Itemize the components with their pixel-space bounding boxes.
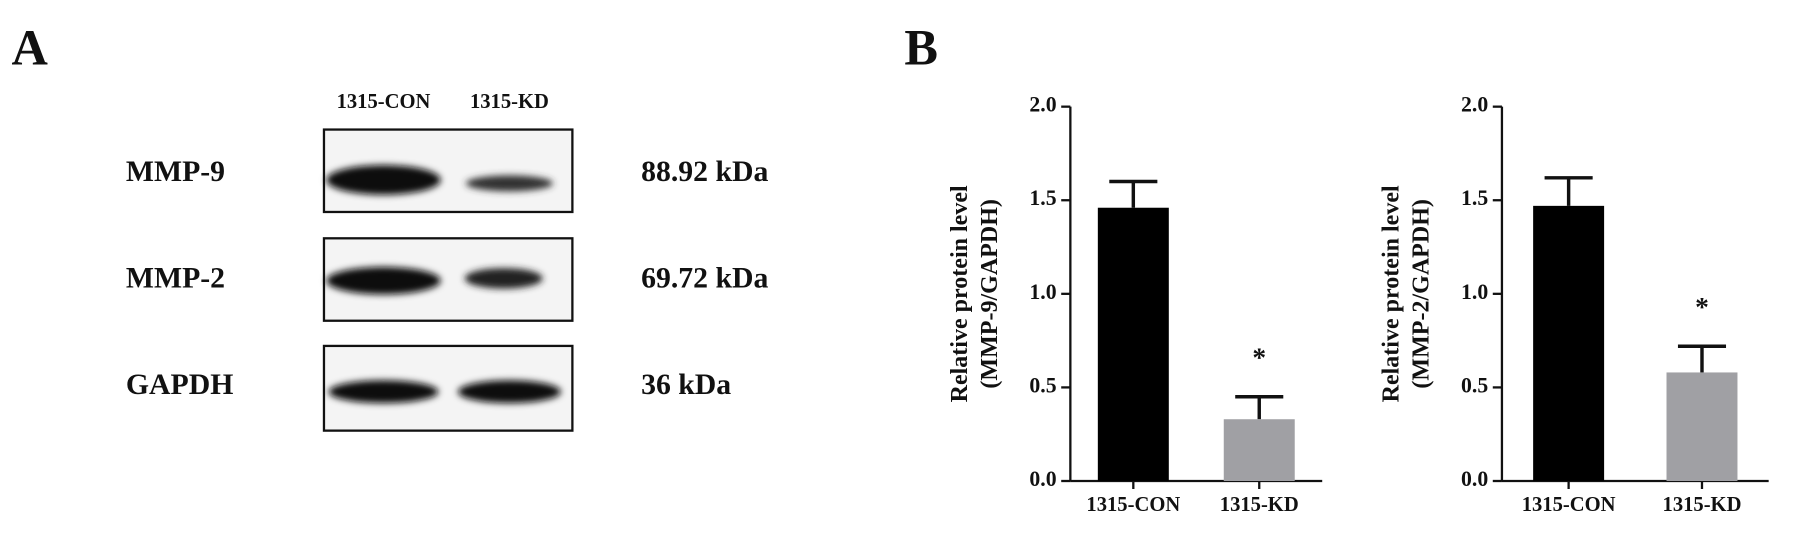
y-tick-label: 1.5 — [1461, 186, 1488, 210]
y-tick-label: 1.0 — [1029, 280, 1056, 304]
bar — [1097, 207, 1169, 481]
y-tick-label: 2.0 — [1029, 93, 1056, 117]
y-tick-label: 0.0 — [1461, 467, 1488, 491]
x-tick-label: 1315-KD — [1220, 494, 1299, 516]
blot — [322, 128, 574, 432]
panel-label: B — [904, 19, 938, 75]
y-tick-label: 0.5 — [1461, 373, 1488, 397]
y-tick-label: 1.0 — [1461, 280, 1488, 304]
row-label: MMP-9 — [126, 155, 225, 188]
x-tick-label: 1315-CON — [1522, 494, 1616, 516]
bar — [1223, 419, 1295, 481]
x-tick-label: 1315-CON — [1086, 494, 1180, 516]
panel-label: A — [11, 19, 47, 75]
bar — [1666, 372, 1738, 481]
size-label: 88.92 kDa — [641, 155, 768, 188]
lane-label: 1315-CON — [337, 91, 431, 113]
size-label: 69.72 kDa — [641, 261, 768, 294]
y-axis-label: (MMP-9/GAPDH) — [977, 199, 1003, 389]
y-tick-label: 0.0 — [1029, 467, 1056, 491]
y-tick-label: 1.5 — [1029, 186, 1056, 210]
row-label: MMP-2 — [126, 261, 225, 294]
x-tick-label: 1315-KD — [1663, 494, 1742, 516]
y-axis-label: Relative protein level — [1379, 185, 1405, 402]
lane-label: 1315-KD — [470, 91, 549, 113]
row-label: GAPDH — [126, 368, 233, 401]
y-tick-label: 2.0 — [1461, 93, 1488, 117]
y-tick-label: 0.5 — [1029, 373, 1056, 397]
y-axis-label: Relative protein level — [947, 185, 973, 402]
significance-mark: * — [1695, 292, 1709, 322]
y-axis-label: (MMP-2/GAPDH) — [1408, 199, 1434, 389]
size-label: 36 kDa — [641, 368, 731, 401]
bar — [1533, 205, 1605, 481]
significance-mark: * — [1252, 342, 1266, 372]
